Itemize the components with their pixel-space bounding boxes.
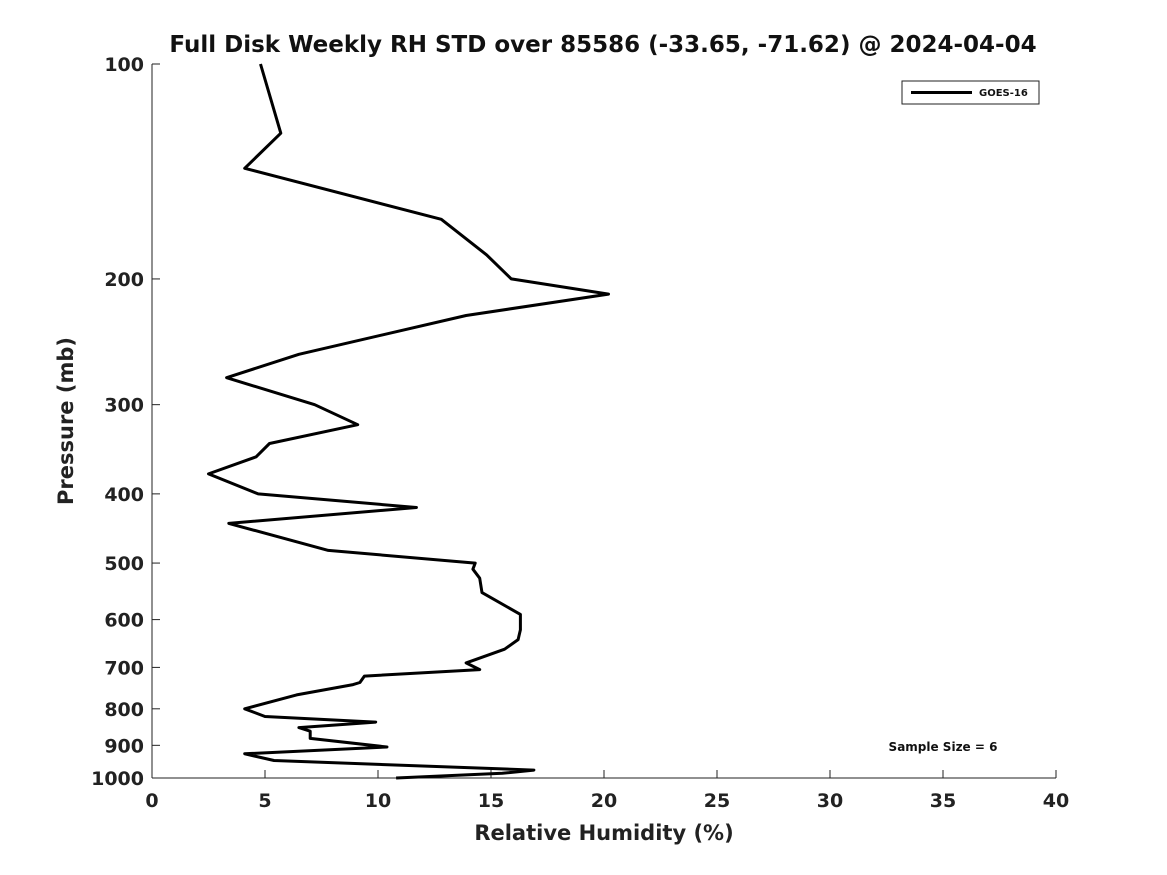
x-axis-ticks: 0 5 10 15 20 25 30 35 40 xyxy=(145,770,1069,812)
y-axis-ticks: 100 200 300 400 500 600 700 800 900 1000 xyxy=(91,54,160,790)
legend: GOES-16 xyxy=(901,80,1040,105)
x-tick-label: 25 xyxy=(704,790,730,812)
y-tick-label: 400 xyxy=(104,484,144,506)
y-tick-label: 300 xyxy=(104,395,144,417)
y-tick-label: 900 xyxy=(104,735,144,757)
x-tick-label: 40 xyxy=(1043,790,1069,812)
x-tick-label: 35 xyxy=(930,790,956,812)
legend-entry-goes-16: GOES-16 xyxy=(979,88,1028,99)
y-tick-label: 800 xyxy=(104,699,144,721)
chart-title: Full Disk Weekly RH STD over 85586 (-33.… xyxy=(169,32,1036,58)
y-tick-label: 200 xyxy=(104,269,144,291)
y-axis-label: Pressure (mb) xyxy=(54,337,78,505)
x-tick-label: 10 xyxy=(365,790,391,812)
x-tick-label: 5 xyxy=(258,790,271,812)
x-tick-label: 20 xyxy=(591,790,617,812)
x-tick-label: 15 xyxy=(478,790,504,812)
x-axis-label: Relative Humidity (%) xyxy=(474,821,733,845)
plot-area: 0 5 10 15 20 25 30 35 40 100 200 300 400 500 600 700 80… xyxy=(91,54,1069,812)
y-tick-label: 700 xyxy=(104,657,144,679)
series-line-goes-16 xyxy=(207,63,610,780)
sample-size-annotation: Sample Size = 6 xyxy=(889,740,998,754)
x-tick-label: 0 xyxy=(145,790,158,812)
x-tick-label: 30 xyxy=(817,790,843,812)
y-tick-label: 1000 xyxy=(91,768,144,790)
y-tick-label: 500 xyxy=(104,553,144,575)
y-tick-label: 100 xyxy=(104,54,144,76)
y-tick-label: 600 xyxy=(104,610,144,632)
